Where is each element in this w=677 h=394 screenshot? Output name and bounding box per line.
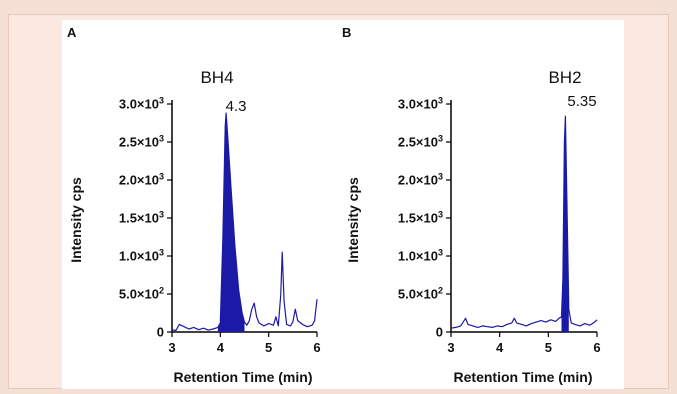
chart-bh2: B BH2 5.35 Intensity cps Retention Time …	[342, 25, 601, 385]
y-tick-label-a: 1.0×103	[119, 248, 164, 264]
y-tick-label-a: 3.0×103	[119, 96, 164, 112]
x-tick-label-a: 6	[313, 340, 320, 355]
peak-label-bh2: 5.35	[567, 93, 596, 110]
trace-line-b	[450, 115, 598, 329]
chart-title-bh4: BH4	[200, 68, 233, 87]
y-tick-label-a: 2.0×103	[119, 172, 164, 188]
y-tick-label-a: 0	[157, 325, 164, 340]
x-axis-title-b: Retention Time (min)	[454, 369, 593, 385]
y-tick-label-a: 1.5×103	[119, 210, 164, 226]
x-tick-label-a: 5	[265, 340, 272, 355]
y-tick-label-b: 3.0×103	[398, 96, 443, 112]
y-tick-label-b: 0	[436, 325, 443, 340]
y-tick-label-b: 2.0×103	[398, 172, 443, 188]
y-axis-title-b: Intensity cps	[345, 177, 361, 263]
x-tick-label-b: 3	[447, 340, 454, 355]
chart-title-bh2: BH2	[548, 68, 581, 87]
figure-panel: A BH4 4.3 Intensity cps Retention Time (…	[62, 20, 624, 389]
chart-bh4: A BH4 4.3 Intensity cps Retention Time (…	[67, 25, 321, 385]
x-tick-label-a: 4	[217, 340, 225, 355]
panel-label-a: A	[67, 25, 77, 40]
y-tick-label-b: 1.0×103	[398, 248, 443, 264]
chromatogram-figure: A BH4 4.3 Intensity cps Retention Time (…	[67, 25, 601, 385]
y-tick-label-b: 5.0×102	[398, 286, 443, 302]
x-tick-label-b: 4	[496, 340, 504, 355]
x-axis-title-a: Retention Time (min)	[174, 369, 313, 385]
peak-label-bh4: 4.3	[226, 98, 247, 115]
trace-line-a	[171, 112, 318, 332]
panel-label-b: B	[342, 25, 351, 40]
x-tick-label-a: 3	[168, 340, 175, 355]
y-axis-title-a: Intensity cps	[68, 177, 84, 263]
y-tick-label-a: 2.5×103	[119, 134, 164, 150]
x-tick-label-b: 6	[593, 340, 600, 355]
y-tick-label-b: 1.5×103	[398, 210, 443, 226]
x-tick-label-b: 5	[545, 340, 552, 355]
y-tick-label-a: 5.0×102	[119, 286, 164, 302]
y-tick-label-b: 2.5×103	[398, 134, 443, 150]
